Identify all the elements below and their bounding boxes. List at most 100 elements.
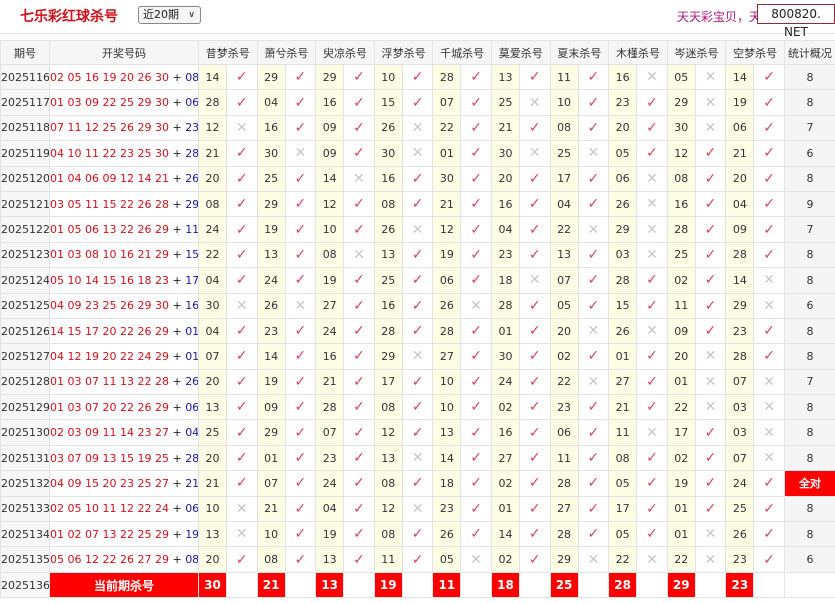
cross-icon: ✕ <box>636 165 668 192</box>
check-icon: ✓ <box>284 521 317 548</box>
check-icon: ✓ <box>518 165 551 192</box>
kill-number: 01 <box>666 368 696 396</box>
kill-number: 12 <box>315 190 345 218</box>
check-icon: ✓ <box>753 216 785 243</box>
check-icon: ✓ <box>401 317 434 345</box>
kill-number: 17 <box>549 165 579 192</box>
check-icon: ✓ <box>518 292 551 319</box>
check-icon: ✓ <box>226 140 258 167</box>
kill-number: 17 <box>608 495 638 523</box>
kill-number: 14 <box>725 63 755 91</box>
kill-number: 21 <box>256 495 286 523</box>
plus-sign: + <box>168 96 186 110</box>
blue-ball: 28 <box>185 451 199 465</box>
stat-summary: 8 <box>783 343 835 370</box>
kill-number: 23 <box>315 444 345 472</box>
kill-number: 08 <box>549 114 579 142</box>
kill-number: 02 <box>666 267 696 294</box>
plus-sign: + <box>168 426 186 440</box>
blue-ball: 01 <box>185 349 199 363</box>
period-select[interactable]: 近20期 ∨ <box>138 6 201 24</box>
draw-numbers: 04 12 19 20 22 24 29 + 01 <box>49 343 199 370</box>
issue-number: 2025117 <box>0 89 50 116</box>
cross-icon: ✕ <box>636 241 668 269</box>
kill-number: 23 <box>549 394 579 421</box>
current-kill-number: 28 <box>608 571 638 599</box>
kill-number: 13 <box>315 546 345 573</box>
kill-number: 08 <box>198 190 227 218</box>
check-icon: ✓ <box>753 190 785 218</box>
kill-number: 10 <box>549 89 579 116</box>
check-icon: ✓ <box>401 470 434 497</box>
check-icon: ✓ <box>460 241 492 269</box>
check-icon: ✓ <box>460 165 492 192</box>
check-icon: ✓ <box>577 267 610 294</box>
cross-icon: ✕ <box>694 343 727 370</box>
kill-number: 30 <box>256 140 286 167</box>
cross-icon: ✕ <box>753 394 785 421</box>
kill-number: 23 <box>725 546 755 573</box>
check-icon: ✓ <box>284 343 317 370</box>
cross-icon: ✕ <box>401 495 434 523</box>
check-icon: ✓ <box>694 470 727 497</box>
kill-number: 21 <box>198 140 227 167</box>
check-icon: ✓ <box>694 216 727 243</box>
kill-number: 10 <box>198 495 227 523</box>
cross-icon: ✕ <box>753 444 785 472</box>
current-kill-number: 29 <box>666 571 696 599</box>
kill-number: 25 <box>725 495 755 523</box>
check-icon: ✓ <box>518 368 551 396</box>
kill-number: 04 <box>256 89 286 116</box>
check-icon: ✓ <box>518 343 551 370</box>
table-row: 2025118 07 11 12 25 26 29 30 + 23 12 ✕ 16 ✓ 09… <box>0 114 835 142</box>
red-balls: 04 09 15 20 23 25 27 <box>50 476 169 490</box>
check-icon: ✓ <box>636 89 668 116</box>
check-icon: ✓ <box>577 292 610 319</box>
kill-number: 13 <box>256 241 286 269</box>
cross-icon: ✕ <box>518 140 551 167</box>
slogan-link[interactable]: 天天彩宝贝，天 <box>677 10 762 24</box>
column-header: 木槿杀号 <box>608 40 668 65</box>
red-balls: 14 15 17 20 22 26 29 <box>50 324 169 338</box>
plus-sign: + <box>168 197 186 211</box>
blue-ball: 01 <box>185 324 199 338</box>
kill-number: 20 <box>198 165 227 192</box>
kill-number: 26 <box>432 292 462 319</box>
kill-number: 23 <box>725 317 755 345</box>
stat-summary: 8 <box>783 394 835 421</box>
kill-number: 12 <box>373 495 403 523</box>
check-icon: ✓ <box>460 521 492 548</box>
current-kill-number: 21 <box>256 571 286 599</box>
check-icon: ✓ <box>226 190 258 218</box>
blue-ball: 23 <box>185 121 199 135</box>
check-icon: ✓ <box>343 394 375 421</box>
kill-number: 13 <box>373 444 403 472</box>
kill-number: 22 <box>549 368 579 396</box>
check-icon: ✓ <box>577 495 610 523</box>
kill-number: 11 <box>666 292 696 319</box>
check-icon: ✓ <box>518 546 551 573</box>
stat-summary <box>783 571 835 599</box>
check-icon: ✓ <box>753 495 785 523</box>
cross-icon: ✕ <box>694 89 727 116</box>
red-balls: 01 03 07 11 13 22 28 <box>50 375 169 389</box>
table-row: 2025124 05 10 14 15 16 18 23 + 17 04 ✓ 24 ✓ 19… <box>0 267 835 294</box>
red-balls: 01 04 06 09 12 14 21 <box>50 172 169 186</box>
draw-numbers: 14 15 17 20 22 26 29 + 01 <box>49 317 199 345</box>
kill-number: 19 <box>315 521 345 548</box>
check-icon: ✓ <box>753 470 785 497</box>
red-balls: 03 07 09 13 15 19 25 <box>50 451 169 465</box>
plus-sign: + <box>168 375 186 389</box>
kill-number: 21 <box>490 114 520 142</box>
check-icon: ✓ <box>401 89 434 116</box>
kill-number: 05 <box>608 521 638 548</box>
kill-number: 12 <box>666 140 696 167</box>
plus-sign: + <box>168 146 186 160</box>
check-icon: ✓ <box>753 165 785 192</box>
kill-number: 20 <box>725 165 755 192</box>
current-kill-number: 13 <box>315 571 345 599</box>
red-balls: 05 06 12 22 26 27 29 <box>50 553 169 567</box>
cross-icon: ✕ <box>460 546 492 573</box>
kill-number: 14 <box>256 343 286 370</box>
kill-number: 19 <box>725 89 755 116</box>
